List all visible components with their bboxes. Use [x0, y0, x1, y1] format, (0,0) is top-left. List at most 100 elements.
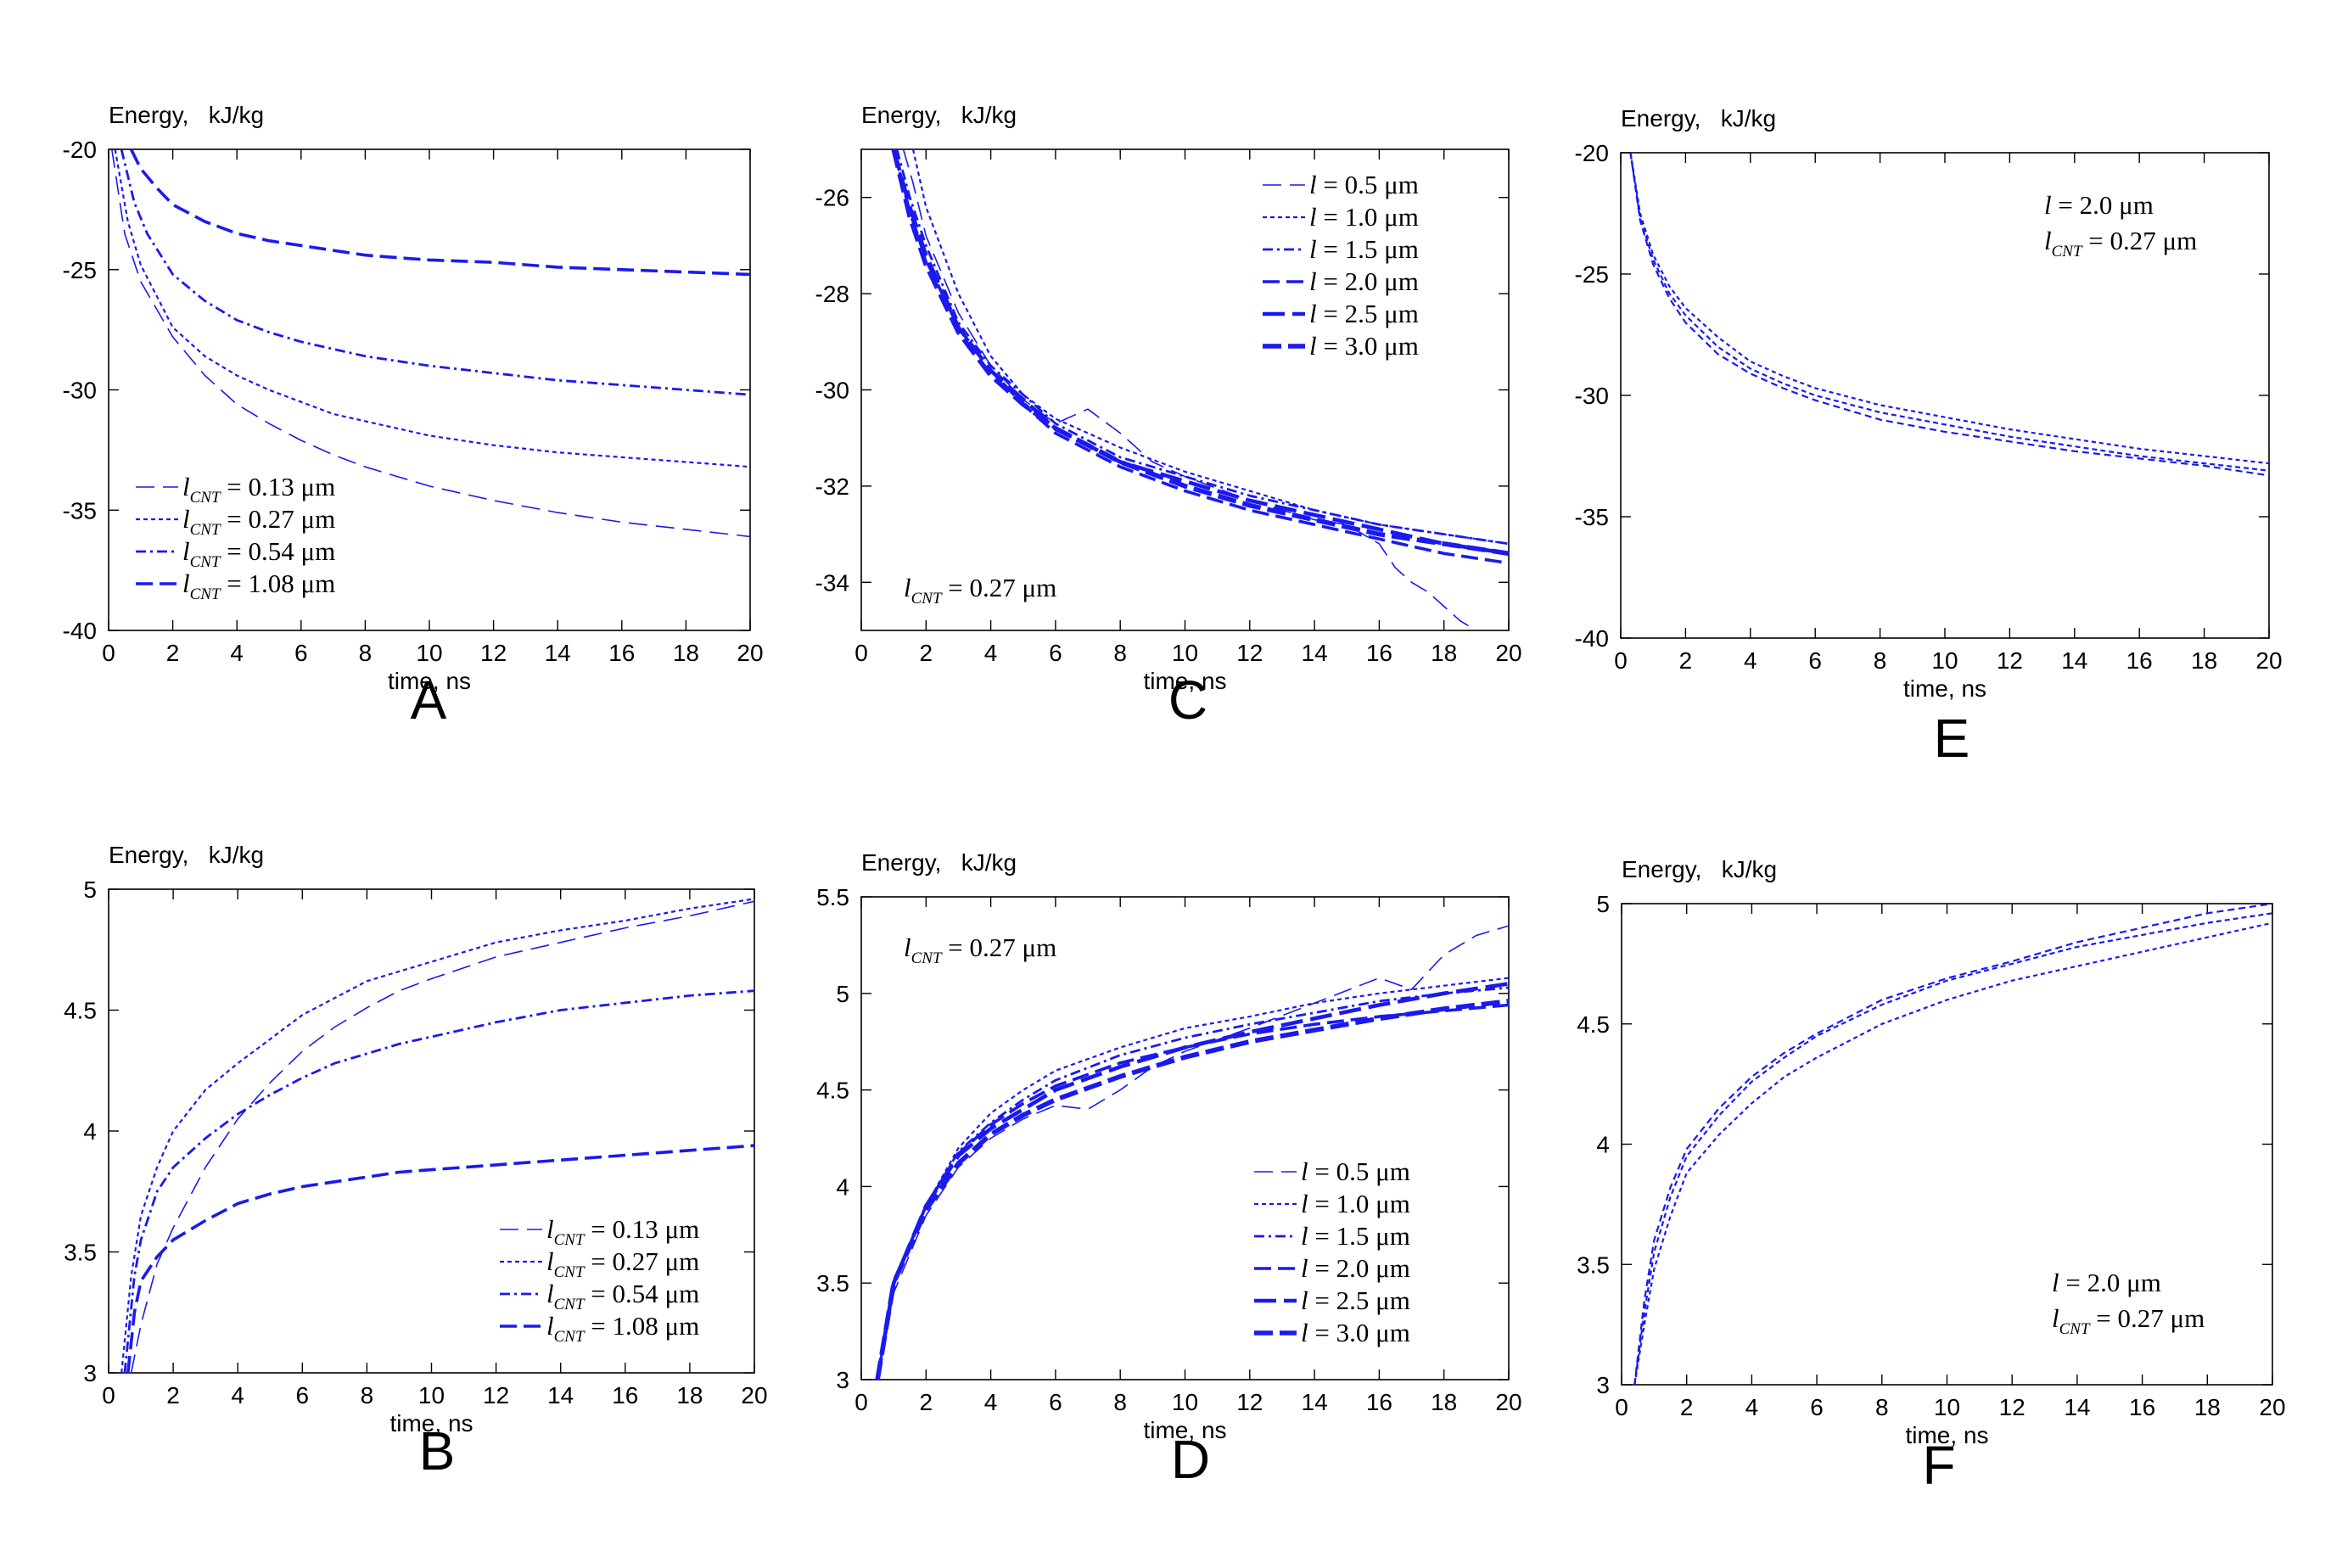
y-tick-label: 3: [836, 1367, 849, 1393]
x-tick-label: 20: [2255, 647, 2282, 674]
x-tick-label: 12: [1236, 640, 1263, 666]
x-tick-label: 14: [2061, 647, 2087, 674]
legend-entry: l = 1.5 μm: [1309, 234, 1419, 264]
x-axis-title: time, ns: [387, 668, 472, 694]
x-tick-label: 10: [1172, 1389, 1198, 1415]
x-tick-label: 12: [1999, 1394, 2025, 1420]
panel-label: F: [1922, 1435, 1956, 1496]
y-tick-label: -28: [815, 281, 849, 307]
y-tick-label: -40: [1575, 625, 1609, 652]
annotation-text: lCNT = 0.27 μm: [904, 573, 1056, 608]
y-tick-label: 3.5: [816, 1270, 849, 1296]
x-axis-title: time, ns: [1902, 675, 1987, 702]
legend-entry: l = 2.0 μm: [1301, 1253, 1410, 1283]
legend-entry: lCNT = 0.54 μm: [546, 1279, 699, 1313]
legend-entry: l = 3.0 μm: [1309, 331, 1419, 361]
y-tick-label: 5: [836, 981, 849, 1007]
series-line-4: [129, 149, 750, 277]
y-tick-label: -30: [1575, 383, 1609, 409]
y-tick-label: -20: [1575, 140, 1609, 166]
y-tick-label: -35: [63, 497, 97, 524]
series-line-6: [875, 999, 1509, 1380]
x-axis-title: time, ns: [389, 1410, 473, 1436]
series-line-1: [111, 149, 750, 538]
legend-entry: lCNT = 1.08 μm: [546, 1311, 699, 1346]
x-tick-label: 20: [1495, 1389, 1521, 1415]
x-tick-label: 0: [854, 1389, 868, 1415]
x-tick-label: 0: [854, 640, 868, 666]
x-tick-label: 10: [418, 1382, 445, 1408]
legend-entry: l = 2.0 μm: [1309, 266, 1419, 296]
x-tick-label: 20: [737, 640, 763, 666]
y-tick-label: -34: [815, 569, 849, 596]
series-line-2: [1629, 153, 2269, 472]
x-tick-label: 2: [1679, 647, 1693, 674]
legend-entry: l = 1.5 μm: [1301, 1221, 1410, 1251]
x-tick-label: 18: [676, 1382, 703, 1408]
y-tick-label: -30: [815, 378, 849, 404]
x-tick-label: 16: [1366, 1389, 1392, 1415]
y-tick-label: 5.5: [816, 884, 849, 910]
x-tick-label: 0: [102, 640, 115, 666]
x-tick-label: 20: [2259, 1394, 2285, 1420]
x-axis-title: time, ns: [1143, 1417, 1227, 1443]
annotation-text: l = 2.0 μm: [2044, 190, 2154, 220]
x-tick-label: 10: [1172, 640, 1198, 666]
y-tick-label: 5: [83, 876, 97, 903]
series-line-5: [875, 982, 1509, 1380]
series-line-1: [902, 149, 1477, 630]
legend-entry: l = 1.0 μm: [1309, 202, 1419, 232]
legend-entry: l = 1.0 μm: [1301, 1189, 1410, 1218]
series-line-3: [895, 149, 1509, 546]
x-tick-label: 18: [1431, 1389, 1457, 1415]
x-tick-label: 2: [920, 640, 933, 666]
y-axis-title: Energy, kJ/kg: [861, 102, 1017, 128]
panel-label: E: [1933, 708, 1970, 769]
y-tick-label: 4.5: [64, 998, 97, 1024]
x-tick-label: 16: [2126, 647, 2153, 674]
x-tick-label: 10: [1931, 647, 1958, 674]
x-tick-label: 18: [2194, 1394, 2221, 1420]
x-tick-label: 14: [2064, 1394, 2090, 1420]
legend-entry: l = 0.5 μm: [1309, 170, 1419, 199]
y-tick-label: 4.5: [1577, 1011, 1610, 1038]
x-tick-label: 12: [480, 640, 507, 666]
panel-label: B: [418, 1420, 456, 1481]
series-line-3: [1633, 921, 2272, 1385]
x-tick-label: 6: [1049, 640, 1062, 666]
legend-entry: lCNT = 0.54 μm: [182, 536, 335, 571]
x-tick-label: 16: [1366, 640, 1392, 666]
y-tick-label: -20: [63, 137, 97, 163]
y-tick-label: 4: [83, 1118, 97, 1145]
legend-entry: l = 3.0 μm: [1301, 1318, 1410, 1347]
x-tick-label: 4: [984, 1389, 998, 1415]
y-tick-label: 3.5: [64, 1240, 97, 1266]
x-axis-title: time, ns: [1905, 1422, 1989, 1448]
x-tick-label: 8: [1874, 647, 1887, 674]
legend-entry: lCNT = 0.13 μm: [182, 472, 335, 507]
y-tick-label: 3.5: [1577, 1252, 1610, 1278]
legend-entry: lCNT = 1.08 μm: [182, 568, 335, 603]
x-tick-label: 12: [1236, 1389, 1263, 1415]
x-tick-label: 18: [2191, 647, 2217, 674]
x-tick-label: 16: [608, 640, 635, 666]
x-tick-label: 10: [1934, 1394, 1960, 1420]
y-tick-label: -25: [1575, 261, 1609, 288]
x-tick-label: 16: [2129, 1394, 2155, 1420]
series-line-3: [1629, 153, 2269, 465]
y-tick-label: 4: [836, 1173, 849, 1200]
y-axis-title: Energy, kJ/kg: [861, 849, 1017, 876]
series-line-2: [120, 898, 754, 1373]
y-tick-label: -32: [815, 473, 849, 500]
x-tick-label: 20: [741, 1382, 767, 1408]
series-line-2: [114, 149, 750, 468]
panel-label: C: [1168, 669, 1208, 731]
x-tick-label: 2: [1680, 1394, 1694, 1420]
legend-entry: l = 2.5 μm: [1301, 1285, 1410, 1315]
x-tick-label: 4: [984, 640, 998, 666]
